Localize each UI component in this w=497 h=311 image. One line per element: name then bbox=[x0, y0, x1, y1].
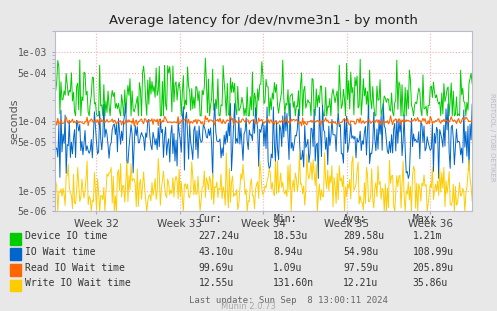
Text: 108.99u: 108.99u bbox=[413, 247, 454, 257]
Text: Read IO Wait time: Read IO Wait time bbox=[25, 262, 125, 272]
Text: 12.55u: 12.55u bbox=[199, 278, 234, 288]
Text: Last update: Sun Sep  8 13:00:11 2024: Last update: Sun Sep 8 13:00:11 2024 bbox=[189, 295, 388, 304]
Text: 54.98u: 54.98u bbox=[343, 247, 378, 257]
Text: Cur:: Cur: bbox=[199, 214, 222, 224]
Text: 227.24u: 227.24u bbox=[199, 231, 240, 241]
Text: Avg:: Avg: bbox=[343, 214, 366, 224]
Text: 35.86u: 35.86u bbox=[413, 278, 448, 288]
Text: RRDTOOL / TOBI OETIKER: RRDTOOL / TOBI OETIKER bbox=[489, 93, 495, 182]
Title: Average latency for /dev/nvme3n1 - by month: Average latency for /dev/nvme3n1 - by mo… bbox=[109, 14, 418, 27]
Text: 12.21u: 12.21u bbox=[343, 278, 378, 288]
Text: 1.21m: 1.21m bbox=[413, 231, 442, 241]
Text: 205.89u: 205.89u bbox=[413, 262, 454, 272]
Y-axis label: seconds: seconds bbox=[10, 99, 20, 144]
Text: IO Wait time: IO Wait time bbox=[25, 247, 95, 257]
Text: Min:: Min: bbox=[273, 214, 297, 224]
Text: 43.10u: 43.10u bbox=[199, 247, 234, 257]
Text: Munin 2.0.73: Munin 2.0.73 bbox=[221, 302, 276, 311]
Text: 97.59u: 97.59u bbox=[343, 262, 378, 272]
Text: 99.69u: 99.69u bbox=[199, 262, 234, 272]
Text: Max:: Max: bbox=[413, 214, 436, 224]
Text: 289.58u: 289.58u bbox=[343, 231, 384, 241]
Text: Write IO Wait time: Write IO Wait time bbox=[25, 278, 131, 288]
Text: 8.94u: 8.94u bbox=[273, 247, 303, 257]
Text: Device IO time: Device IO time bbox=[25, 231, 107, 241]
Text: 18.53u: 18.53u bbox=[273, 231, 309, 241]
Text: 131.60n: 131.60n bbox=[273, 278, 315, 288]
Text: 1.09u: 1.09u bbox=[273, 262, 303, 272]
